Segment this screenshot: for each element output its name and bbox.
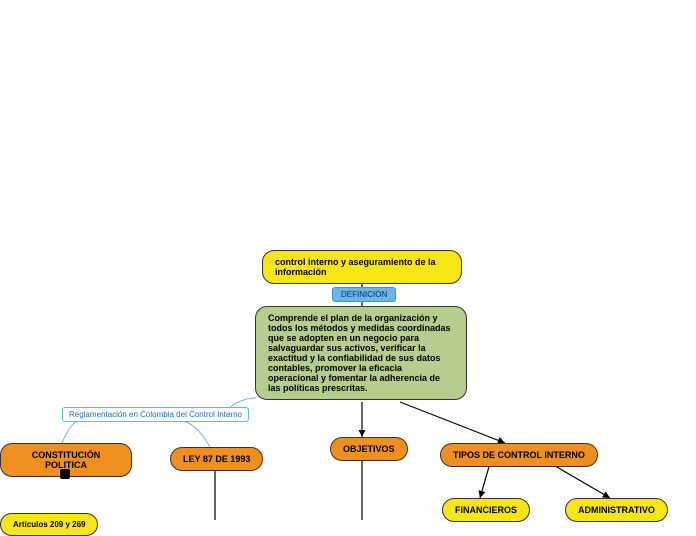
node-articulos[interactable]: Artículos 209 y 269 <box>0 513 98 536</box>
node-body[interactable]: Comprende el plan de la organización y t… <box>255 306 467 400</box>
node-administrativo-label: ADMINISTRATIVO <box>578 505 655 515</box>
node-ley87-label: LEY 87 DE 1993 <box>183 454 250 464</box>
node-financieros[interactable]: FINANCIEROS <box>442 498 530 522</box>
node-objetivos-label: OBJETIVOS <box>343 444 395 454</box>
node-root-label: control interno y aseguramiento de la in… <box>275 257 436 277</box>
node-root[interactable]: control interno y aseguramiento de la in… <box>262 250 462 284</box>
node-constitucion-label: CONSTITUCIÓN POLITICA <box>32 450 101 470</box>
collapse-marker[interactable] <box>60 469 70 479</box>
node-tipos-label: TIPOS DE CONTROL INTERNO <box>453 450 585 460</box>
node-ley87[interactable]: LEY 87 DE 1993 <box>170 447 263 471</box>
node-definicion-label: DEFINICION <box>341 290 387 299</box>
node-administrativo[interactable]: ADMINISTRATIVO <box>565 498 668 522</box>
node-tipos[interactable]: TIPOS DE CONTROL INTERNO <box>440 443 598 467</box>
node-definicion[interactable]: DEFINICION <box>332 287 396 302</box>
node-articulos-label: Artículos 209 y 269 <box>13 520 85 529</box>
node-body-label: Comprende el plan de la organización y t… <box>268 313 451 393</box>
node-reglamentacion-label: Reglamentación en Colombia del Control I… <box>69 410 242 419</box>
node-objetivos[interactable]: OBJETIVOS <box>330 437 408 461</box>
node-financieros-label: FINANCIEROS <box>455 505 517 515</box>
node-reglamentacion[interactable]: Reglamentación en Colombia del Control I… <box>62 407 249 422</box>
